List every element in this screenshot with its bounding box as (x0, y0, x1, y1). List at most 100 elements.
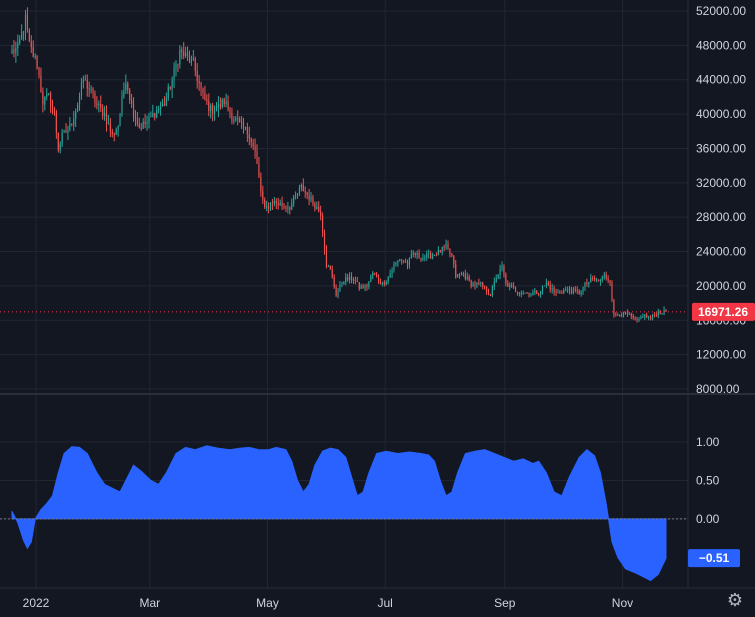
candle-body (316, 206, 318, 209)
candle-body (268, 206, 270, 209)
price-tick-label: 8000.00 (696, 382, 740, 396)
candle-body (173, 67, 175, 80)
candle-body (387, 277, 389, 282)
candle-body (310, 197, 312, 201)
candle-body (404, 261, 407, 263)
candle-body (254, 146, 256, 152)
candle-body (121, 96, 123, 115)
candle-body (65, 130, 67, 133)
candle-body (468, 276, 470, 281)
candle-body (156, 109, 158, 118)
candle-body (163, 103, 165, 106)
candle-body (123, 90, 125, 97)
candle-body (40, 75, 42, 92)
candle-body (131, 100, 133, 104)
candle-body (246, 126, 248, 135)
candle-body (258, 164, 260, 178)
candle-body (487, 292, 490, 295)
candle-body (296, 193, 299, 196)
candle-body (611, 283, 613, 301)
candle-body (457, 274, 459, 278)
candle-body (19, 39, 21, 43)
candle-body (349, 276, 351, 280)
candle-body (77, 105, 79, 112)
candle-body (113, 133, 115, 135)
candle-body (555, 291, 557, 293)
candle-body (233, 119, 235, 121)
candle-body (138, 123, 140, 128)
candle-body (553, 287, 555, 292)
candle-body (401, 259, 403, 261)
candle-body (177, 64, 179, 66)
candle-body (414, 252, 416, 255)
price-tick-label: 20000.00 (696, 279, 746, 293)
candle-body (624, 311, 627, 313)
candle-body (601, 276, 603, 280)
candle-body (231, 112, 233, 121)
candle-body (55, 111, 57, 133)
candle-body (109, 122, 111, 132)
candle-body (140, 127, 142, 129)
candle-body (283, 205, 285, 207)
candle-body (269, 203, 272, 209)
candle-body (509, 284, 511, 287)
candle-body (30, 41, 32, 48)
candle-body (206, 99, 208, 102)
candle-body (175, 64, 177, 68)
candle-body (505, 274, 507, 284)
candle-body (582, 286, 584, 292)
candle-body (464, 273, 466, 279)
candle-body (559, 292, 561, 294)
candle-body (142, 121, 144, 129)
candle-body (428, 253, 430, 255)
candle-body (576, 290, 578, 292)
candle-body (630, 313, 632, 317)
candle-body (352, 279, 355, 281)
candle-body (194, 58, 196, 71)
candle-body (644, 314, 646, 317)
price-tick-label: 44000.00 (696, 73, 746, 87)
oscillator-pane (0, 445, 688, 582)
candle-body (59, 143, 61, 151)
price-labels: 16971.26 −0.51 (688, 302, 755, 568)
candle-body (466, 276, 468, 279)
candle-body (486, 286, 488, 293)
candle-body (227, 101, 229, 110)
candle-body (144, 121, 146, 124)
candle-body (622, 311, 625, 316)
candle-body (586, 282, 588, 285)
candle-body (391, 270, 393, 274)
candle-body (105, 113, 108, 124)
candle-body (188, 56, 191, 63)
candle-body (86, 79, 88, 89)
candle-body (377, 276, 380, 281)
candle-body (439, 249, 441, 253)
candle-body (167, 86, 169, 98)
gear-icon[interactable]: ⚙ (726, 590, 744, 611)
candle-body (264, 199, 266, 208)
candle-body (364, 284, 366, 288)
candle-body (154, 112, 156, 118)
candle-body (501, 265, 503, 269)
candle-body (549, 285, 551, 290)
price-tick-label: 28000.00 (696, 210, 746, 224)
candle-body (32, 47, 34, 57)
candle-body (561, 292, 563, 294)
time-tick-label: Nov (612, 596, 633, 610)
candle-body (632, 316, 634, 318)
candle-body (574, 288, 576, 291)
candle-body (343, 282, 345, 285)
candle-body (223, 99, 225, 105)
price-tick-label: 48000.00 (696, 38, 746, 52)
candle-body (499, 268, 501, 275)
candle-body (104, 113, 106, 116)
candle-body (186, 52, 189, 57)
candle-body (395, 262, 397, 265)
candle-body (480, 282, 482, 284)
price-tick-label: 24000.00 (696, 245, 746, 259)
candle-body (38, 67, 40, 76)
candle-body (50, 93, 52, 107)
candle-body (615, 314, 617, 316)
